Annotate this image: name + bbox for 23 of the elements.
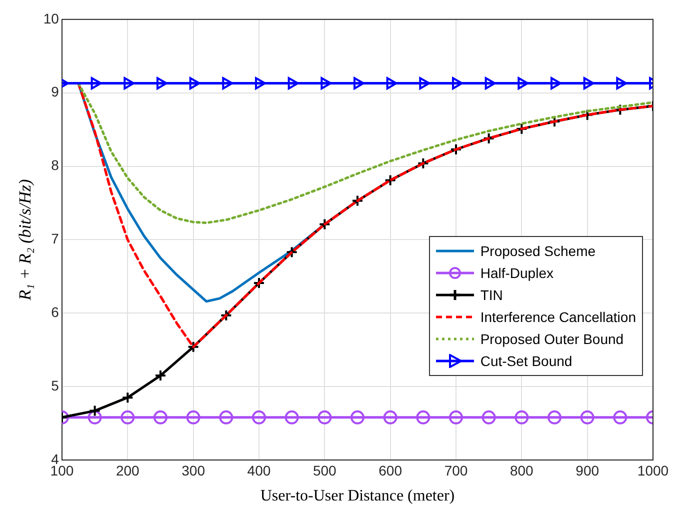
y-tick-label: 9 <box>51 84 60 100</box>
y-tick-label: 10 <box>43 10 60 26</box>
y-tick-label: 8 <box>51 157 60 174</box>
x-axis-title: User-to-User Distance (meter) <box>260 488 455 505</box>
legend-label: TIN <box>480 287 503 303</box>
x-tick-label: 400 <box>247 462 271 478</box>
legend-label: Proposed Scheme <box>480 243 596 259</box>
x-tick-label: 900 <box>576 462 600 478</box>
x-tick-label: 600 <box>378 462 402 478</box>
x-tick-label: 800 <box>510 462 534 478</box>
x-tick-label: 1000 <box>637 462 669 478</box>
x-tick-label: 700 <box>444 462 468 478</box>
x-tick-label: 300 <box>182 462 206 478</box>
legend-label: Half-Duplex <box>480 265 554 281</box>
y-tick-label: 6 <box>51 304 60 320</box>
legend-label: Proposed Outer Bound <box>480 331 624 347</box>
x-tick-label: 200 <box>116 462 140 478</box>
y-axis-title: R₁ + R₂ (bit/s/Hz) <box>16 178 35 302</box>
legend-label: Cut-Set Bound <box>480 353 572 369</box>
y-tick-label: 7 <box>51 230 60 247</box>
y-tick-label: 5 <box>51 377 60 394</box>
x-tick-label: 500 <box>312 462 337 478</box>
legend-label: Interference Cancellation <box>480 309 636 325</box>
